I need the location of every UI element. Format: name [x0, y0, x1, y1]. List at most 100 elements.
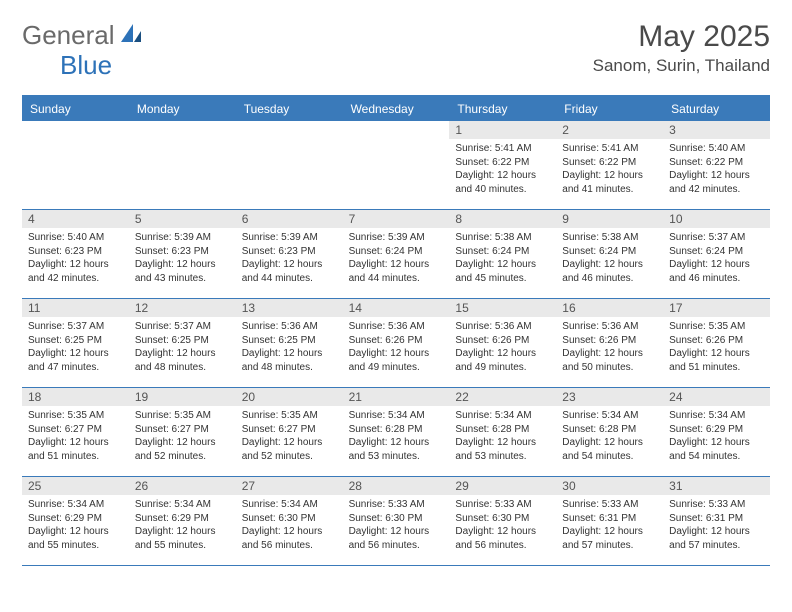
- sunset-text: Sunset: 6:24 PM: [455, 245, 550, 259]
- sunset-text: Sunset: 6:26 PM: [669, 334, 764, 348]
- daylight-text: Daylight: 12 hours and 46 minutes.: [562, 258, 657, 285]
- logo-sail-icon: [119, 22, 143, 49]
- day-cell: 10Sunrise: 5:37 AMSunset: 6:24 PMDayligh…: [663, 210, 770, 298]
- daylight-text: Daylight: 12 hours and 44 minutes.: [349, 258, 444, 285]
- day-number: 23: [556, 388, 663, 406]
- daylight-text: Daylight: 12 hours and 51 minutes.: [669, 347, 764, 374]
- day-info: Sunrise: 5:37 AMSunset: 6:24 PMDaylight:…: [663, 228, 770, 289]
- day-number: [22, 121, 129, 125]
- day-cell: [236, 121, 343, 209]
- daylight-text: Daylight: 12 hours and 40 minutes.: [455, 169, 550, 196]
- day-cell: 24Sunrise: 5:34 AMSunset: 6:29 PMDayligh…: [663, 388, 770, 476]
- day-cell: 5Sunrise: 5:39 AMSunset: 6:23 PMDaylight…: [129, 210, 236, 298]
- day-number: 6: [236, 210, 343, 228]
- day-number: 25: [22, 477, 129, 495]
- day-number: 28: [343, 477, 450, 495]
- sunset-text: Sunset: 6:24 PM: [349, 245, 444, 259]
- day-number: 4: [22, 210, 129, 228]
- sunrise-text: Sunrise: 5:36 AM: [562, 320, 657, 334]
- sunset-text: Sunset: 6:28 PM: [455, 423, 550, 437]
- daylight-text: Daylight: 12 hours and 49 minutes.: [349, 347, 444, 374]
- day-cell: 13Sunrise: 5:36 AMSunset: 6:25 PMDayligh…: [236, 299, 343, 387]
- sunrise-text: Sunrise: 5:35 AM: [669, 320, 764, 334]
- day-cell: 20Sunrise: 5:35 AMSunset: 6:27 PMDayligh…: [236, 388, 343, 476]
- sunrise-text: Sunrise: 5:40 AM: [669, 142, 764, 156]
- daylight-text: Daylight: 12 hours and 47 minutes.: [28, 347, 123, 374]
- day-info: Sunrise: 5:35 AMSunset: 6:27 PMDaylight:…: [129, 406, 236, 467]
- daylight-text: Daylight: 12 hours and 53 minutes.: [349, 436, 444, 463]
- day-cell: 21Sunrise: 5:34 AMSunset: 6:28 PMDayligh…: [343, 388, 450, 476]
- day-info: Sunrise: 5:37 AMSunset: 6:25 PMDaylight:…: [22, 317, 129, 378]
- day-info: Sunrise: 5:33 AMSunset: 6:30 PMDaylight:…: [343, 495, 450, 556]
- sunrise-text: Sunrise: 5:33 AM: [349, 498, 444, 512]
- daylight-text: Daylight: 12 hours and 52 minutes.: [242, 436, 337, 463]
- daylight-text: Daylight: 12 hours and 52 minutes.: [135, 436, 230, 463]
- day-number: 14: [343, 299, 450, 317]
- sunrise-text: Sunrise: 5:41 AM: [562, 142, 657, 156]
- sunrise-text: Sunrise: 5:37 AM: [135, 320, 230, 334]
- sunrise-text: Sunrise: 5:37 AM: [28, 320, 123, 334]
- day-cell: 15Sunrise: 5:36 AMSunset: 6:26 PMDayligh…: [449, 299, 556, 387]
- day-number: 20: [236, 388, 343, 406]
- sunset-text: Sunset: 6:29 PM: [135, 512, 230, 526]
- sunset-text: Sunset: 6:31 PM: [669, 512, 764, 526]
- day-number: 15: [449, 299, 556, 317]
- day-cell: 2Sunrise: 5:41 AMSunset: 6:22 PMDaylight…: [556, 121, 663, 209]
- day-number: 26: [129, 477, 236, 495]
- day-info: Sunrise: 5:36 AMSunset: 6:26 PMDaylight:…: [449, 317, 556, 378]
- day-info: Sunrise: 5:41 AMSunset: 6:22 PMDaylight:…: [556, 139, 663, 200]
- day-info: Sunrise: 5:36 AMSunset: 6:25 PMDaylight:…: [236, 317, 343, 378]
- day-number: 7: [343, 210, 450, 228]
- title-block: May 2025 Sanom, Surin, Thailand: [593, 20, 770, 76]
- sunrise-text: Sunrise: 5:39 AM: [349, 231, 444, 245]
- sunset-text: Sunset: 6:30 PM: [242, 512, 337, 526]
- day-number: 10: [663, 210, 770, 228]
- day-cell: 31Sunrise: 5:33 AMSunset: 6:31 PMDayligh…: [663, 477, 770, 565]
- sunset-text: Sunset: 6:27 PM: [28, 423, 123, 437]
- daylight-text: Daylight: 12 hours and 56 minutes.: [455, 525, 550, 552]
- day-cell: 9Sunrise: 5:38 AMSunset: 6:24 PMDaylight…: [556, 210, 663, 298]
- week-row: 25Sunrise: 5:34 AMSunset: 6:29 PMDayligh…: [22, 477, 770, 566]
- sunrise-text: Sunrise: 5:34 AM: [562, 409, 657, 423]
- day-cell: [129, 121, 236, 209]
- week-row: 18Sunrise: 5:35 AMSunset: 6:27 PMDayligh…: [22, 388, 770, 477]
- day-number: 3: [663, 121, 770, 139]
- sunrise-text: Sunrise: 5:34 AM: [349, 409, 444, 423]
- daylight-text: Daylight: 12 hours and 43 minutes.: [135, 258, 230, 285]
- sunrise-text: Sunrise: 5:33 AM: [455, 498, 550, 512]
- day-number: [343, 121, 450, 125]
- sunrise-text: Sunrise: 5:40 AM: [28, 231, 123, 245]
- day-info: Sunrise: 5:40 AMSunset: 6:23 PMDaylight:…: [22, 228, 129, 289]
- day-number: [236, 121, 343, 125]
- day-info: Sunrise: 5:39 AMSunset: 6:24 PMDaylight:…: [343, 228, 450, 289]
- day-cell: 4Sunrise: 5:40 AMSunset: 6:23 PMDaylight…: [22, 210, 129, 298]
- day-number: 12: [129, 299, 236, 317]
- sunrise-text: Sunrise: 5:34 AM: [28, 498, 123, 512]
- sunset-text: Sunset: 6:26 PM: [562, 334, 657, 348]
- day-cell: 30Sunrise: 5:33 AMSunset: 6:31 PMDayligh…: [556, 477, 663, 565]
- day-number: 27: [236, 477, 343, 495]
- sunset-text: Sunset: 6:25 PM: [28, 334, 123, 348]
- day-info: Sunrise: 5:36 AMSunset: 6:26 PMDaylight:…: [556, 317, 663, 378]
- daylight-text: Daylight: 12 hours and 56 minutes.: [242, 525, 337, 552]
- sunrise-text: Sunrise: 5:38 AM: [455, 231, 550, 245]
- weeks-container: 1Sunrise: 5:41 AMSunset: 6:22 PMDaylight…: [22, 121, 770, 566]
- day-cell: [343, 121, 450, 209]
- day-info: Sunrise: 5:34 AMSunset: 6:29 PMDaylight:…: [129, 495, 236, 556]
- logo-text-blue: Blue: [60, 50, 112, 81]
- sunrise-text: Sunrise: 5:33 AM: [562, 498, 657, 512]
- day-cell: 17Sunrise: 5:35 AMSunset: 6:26 PMDayligh…: [663, 299, 770, 387]
- day-cell: 3Sunrise: 5:40 AMSunset: 6:22 PMDaylight…: [663, 121, 770, 209]
- day-info: Sunrise: 5:41 AMSunset: 6:22 PMDaylight:…: [449, 139, 556, 200]
- sunset-text: Sunset: 6:23 PM: [242, 245, 337, 259]
- day-info: Sunrise: 5:33 AMSunset: 6:31 PMDaylight:…: [663, 495, 770, 556]
- day-info: Sunrise: 5:40 AMSunset: 6:22 PMDaylight:…: [663, 139, 770, 200]
- sunset-text: Sunset: 6:22 PM: [669, 156, 764, 170]
- sunset-text: Sunset: 6:30 PM: [455, 512, 550, 526]
- daylight-text: Daylight: 12 hours and 54 minutes.: [669, 436, 764, 463]
- day-info: Sunrise: 5:33 AMSunset: 6:30 PMDaylight:…: [449, 495, 556, 556]
- daylight-text: Daylight: 12 hours and 56 minutes.: [349, 525, 444, 552]
- day-number: 21: [343, 388, 450, 406]
- day-info: Sunrise: 5:34 AMSunset: 6:29 PMDaylight:…: [22, 495, 129, 556]
- day-cell: 29Sunrise: 5:33 AMSunset: 6:30 PMDayligh…: [449, 477, 556, 565]
